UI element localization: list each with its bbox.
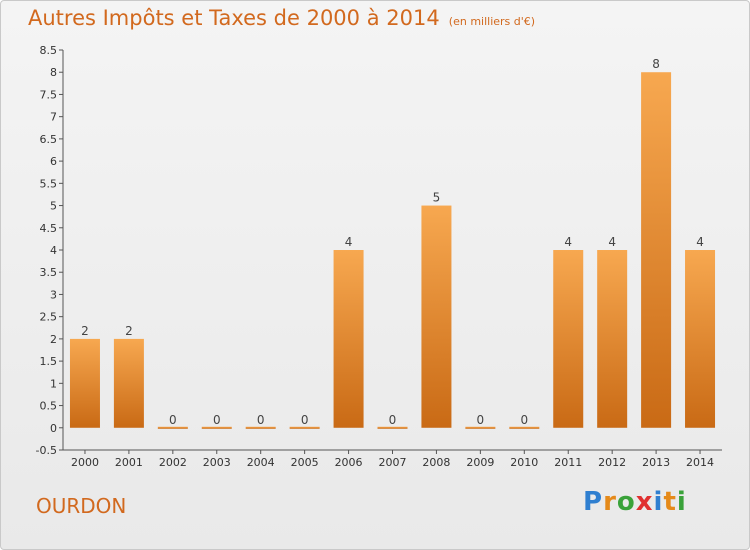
bar-value-label: 0 [257,413,265,427]
bar [421,205,452,428]
x-tick-label: 2003 [203,456,231,469]
y-tick-label: 1.5 [40,355,58,368]
logo-letter: r [603,487,617,517]
bar-value-label: 0 [213,413,221,427]
proxiti-logo: Proxiti [583,487,687,517]
bar [685,250,716,428]
y-tick-label: 4.5 [40,222,58,235]
x-tick-label: 2011 [554,456,582,469]
bar-value-label: 0 [169,413,177,427]
bar [245,426,276,429]
y-tick-label: 7.5 [40,88,58,101]
x-tick-label: 2013 [642,456,670,469]
logo-letter: i [653,487,664,517]
logo-letter: P [583,487,604,517]
bar-value-label: 4 [345,235,353,249]
x-tick-label: 2009 [466,456,494,469]
y-tick-label: 8.5 [40,44,58,57]
bar-value-label: 5 [433,191,441,205]
bar [553,250,584,428]
chart-bars [69,72,716,429]
bar [289,426,320,429]
x-tick-label: 2012 [598,456,626,469]
y-tick-label: 2.5 [40,311,58,324]
y-tick-label: 6.5 [40,133,58,146]
y-tick-label: 7 [50,111,57,124]
x-tick-label: 2000 [71,456,99,469]
y-tick-label: 3.5 [40,266,58,279]
y-tick-label: 5.5 [40,177,58,190]
bar-value-label: 2 [125,324,133,338]
x-tick-label: 2002 [159,456,187,469]
bar [597,250,628,428]
chart-title: Autres Impôts et Taxes de 2000 à 2014 (e… [28,6,535,30]
bar [201,426,232,429]
bar [465,426,496,429]
x-tick-label: 2008 [422,456,450,469]
x-tick-label: 2014 [686,456,714,469]
y-tick-label: 6 [50,155,57,168]
bar-value-label: 8 [652,57,660,71]
chart-axes: -0.5 0 0.5 1 1.5 2 2.5 3 3.5 4 4.5 5 5.5 6 6.5 7 7.5 8 8.5… [36,44,722,469]
x-tick-label: 2005 [291,456,319,469]
logo-letter: o [616,487,636,517]
x-tick-label: 2004 [247,456,275,469]
y-tick-label: 1 [50,377,57,390]
y-tick-label: 8 [50,66,57,79]
bar-value-label: 4 [564,235,572,249]
bar-value-label: 0 [389,413,397,427]
y-tick-label: 4 [50,244,57,257]
logo-letter: t [663,487,677,517]
bar [377,426,408,429]
bar [509,426,540,429]
x-tick-label: 2007 [379,456,407,469]
chart-data-labels: 2 2 0 0 0 0 4 0 5 0 0 4 4 8 4 [81,57,704,427]
bar-value-label: 0 [477,413,485,427]
bar-value-label: 0 [520,413,528,427]
y-tick-label: -0.5 [36,444,57,457]
bar [113,338,144,428]
y-tick-label: 0.5 [40,400,58,413]
commune-name: OURDON [36,494,127,518]
bar-value-label: 2 [81,324,89,338]
bar [641,72,672,428]
chart-title-unit: (en milliers d'€) [448,15,536,28]
bar [69,338,100,428]
x-tick-label: 2010 [510,456,538,469]
y-tick-label: 5 [50,200,57,213]
logo-letter: x [635,487,654,517]
bar [333,250,364,428]
bar [157,426,188,429]
x-tick-label: 2006 [335,456,363,469]
y-tick-label: 0 [50,422,57,435]
chart-title-main: Autres Impôts et Taxes de 2000 à 2014 [28,6,440,30]
y-tick-label: 3 [50,288,57,301]
bar-value-label: 4 [608,235,616,249]
x-tick-label: 2001 [115,456,143,469]
bar-value-label: 4 [696,235,704,249]
logo-letter: i [676,487,687,517]
bar-value-label: 0 [301,413,309,427]
y-tick-label: 2 [50,333,57,346]
